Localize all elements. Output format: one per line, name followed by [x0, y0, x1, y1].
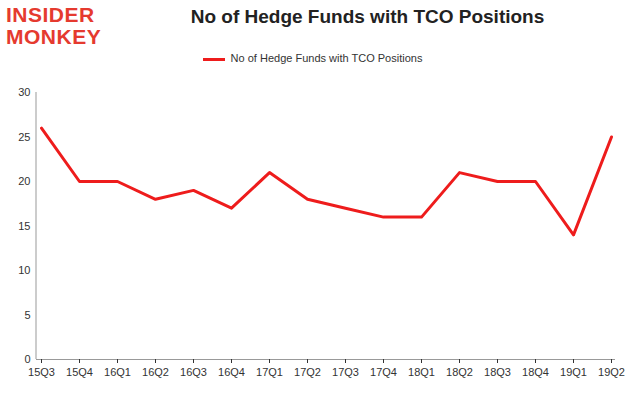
html-text:No of Hedge Funds with TCO Pos: No of Hedge Funds with TCO Positions [230, 52, 423, 64]
svg-text:15: 15 [18, 220, 30, 232]
svg-text:0: 0 [24, 353, 30, 365]
svg-text:19Q2: 19Q2 [598, 366, 625, 378]
svg-text:19Q1: 19Q1 [560, 366, 587, 378]
svg-text:18Q4: 18Q4 [522, 366, 549, 378]
html-text:No of Hedge Funds with TCO Pos: No of Hedge Funds with TCO Positions [190, 6, 545, 27]
svg-text:18Q3: 18Q3 [484, 366, 511, 378]
html-text:INSIDER: INSIDER [6, 3, 95, 26]
svg-text:17Q3: 17Q3 [332, 366, 359, 378]
svg-text:16Q1: 16Q1 [104, 366, 131, 378]
svg-text:15Q3: 15Q3 [28, 366, 55, 378]
svg-text:10: 10 [18, 264, 30, 276]
svg-text:16Q3: 16Q3 [180, 366, 207, 378]
svg-text:15Q4: 15Q4 [66, 366, 93, 378]
svg-text:18Q2: 18Q2 [446, 366, 473, 378]
html-text:MONKEY: MONKEY [6, 25, 102, 48]
svg-text:17Q4: 17Q4 [370, 366, 397, 378]
svg-text:17Q1: 17Q1 [256, 366, 283, 378]
svg-text:5: 5 [24, 309, 30, 321]
svg-text:18Q1: 18Q1 [408, 366, 435, 378]
svg-text:25: 25 [18, 131, 30, 143]
svg-text:16Q2: 16Q2 [142, 366, 169, 378]
svg-text:16Q4: 16Q4 [218, 366, 245, 378]
svg-text:20: 20 [18, 175, 30, 187]
svg-text:30: 30 [18, 86, 30, 98]
svg-text:17Q2: 17Q2 [294, 366, 321, 378]
